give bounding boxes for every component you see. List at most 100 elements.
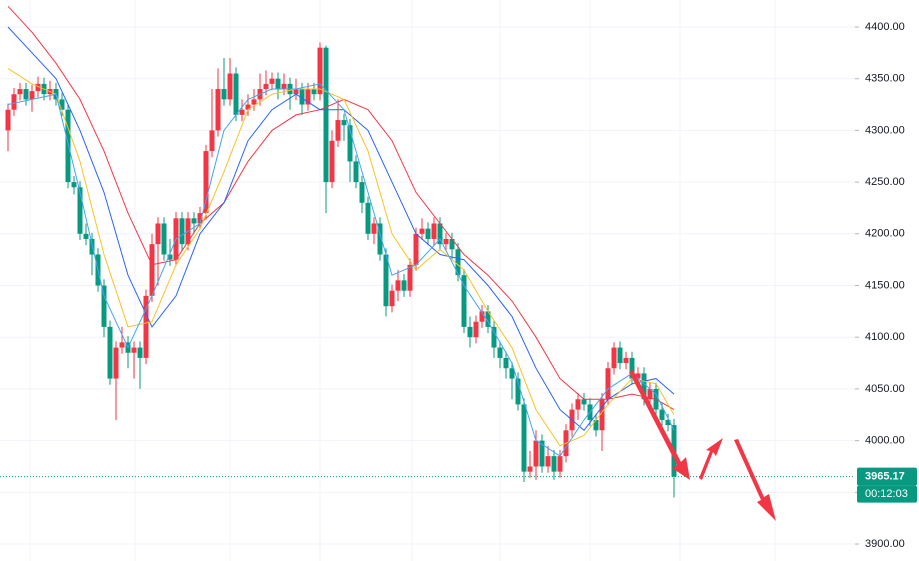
- candle-body: [353, 161, 359, 183]
- candle-body: [473, 321, 479, 338]
- y-axis: 3900.003950.004000.004050.004100.004150.…: [855, 21, 917, 550]
- candle-body: [275, 78, 281, 90]
- countdown-label: 00:12:03: [865, 488, 908, 500]
- candle-body: [305, 89, 311, 105]
- grid: [0, 0, 855, 561]
- candle-body: [269, 78, 275, 84]
- candle-body: [221, 89, 227, 100]
- candle-body: [401, 280, 407, 291]
- price-axis: [855, 0, 919, 561]
- candle-body: [335, 120, 341, 141]
- candle-body: [437, 223, 443, 245]
- candle-body: [11, 94, 17, 110]
- arrow-down: [629, 370, 690, 480]
- candle-body: [17, 89, 23, 95]
- candle-body: [143, 295, 149, 358]
- price-tag: [857, 467, 917, 486]
- candle-body: [239, 109, 245, 115]
- moving-average-line: [7, 83, 675, 457]
- candle-body: [131, 347, 137, 353]
- candle-body: [425, 228, 431, 239]
- countdown-tag: [857, 485, 917, 503]
- candle-body: [497, 347, 503, 358]
- candle-body: [311, 89, 317, 95]
- candle-body: [581, 399, 587, 405]
- candle-body: [611, 347, 617, 369]
- plot: [0, 5, 855, 498]
- candle-body: [527, 466, 533, 472]
- candle-body: [599, 399, 605, 431]
- candle-body: [575, 399, 581, 410]
- candle-body: [35, 83, 41, 92]
- price-tag-label: 3965.17: [865, 471, 905, 483]
- candle-body: [509, 368, 515, 379]
- y-tick-label: 4150.00: [865, 279, 905, 291]
- candle-body: [395, 280, 401, 291]
- candle-body: [347, 125, 353, 162]
- candle-body: [323, 47, 329, 183]
- candle-body: [635, 373, 641, 379]
- candle-body: [413, 233, 419, 265]
- candle-body: [155, 223, 161, 245]
- candle-body: [515, 378, 521, 405]
- arrow-down: [734, 439, 776, 521]
- moving-average-line: [7, 67, 675, 447]
- candle-body: [71, 182, 77, 188]
- y-tick-label: 3900.00: [865, 538, 905, 550]
- candle-body: [557, 456, 563, 472]
- candle-body: [329, 140, 335, 183]
- y-tick-label: 4400.00: [865, 21, 905, 33]
- candle-body: [389, 290, 395, 307]
- candle-body: [233, 73, 239, 115]
- candle-body: [245, 104, 251, 110]
- candle-body: [203, 151, 209, 214]
- candle-body: [383, 254, 389, 307]
- y-tick-label: 4100.00: [865, 331, 905, 343]
- candle-body: [299, 89, 305, 105]
- candle-body: [197, 213, 203, 224]
- candle-body: [77, 187, 83, 234]
- candle-body: [533, 440, 539, 467]
- candle-body: [467, 326, 473, 338]
- annotation-arrows: [629, 370, 776, 521]
- candle-body: [119, 342, 125, 348]
- candle-body: [179, 218, 185, 245]
- candle-body: [461, 275, 467, 327]
- candle-body: [89, 238, 95, 255]
- candle-body: [659, 409, 665, 420]
- candle-body: [215, 89, 221, 131]
- candle-body: [539, 440, 545, 467]
- candle-body: [431, 223, 437, 239]
- y-tick-label: 4350.00: [865, 73, 905, 85]
- y-tick-label: 4300.00: [865, 124, 905, 136]
- candle-body: [59, 99, 65, 110]
- candle-body: [281, 83, 287, 90]
- y-tick-label: 4250.00: [865, 176, 905, 188]
- candle-body: [293, 89, 299, 95]
- candle-body: [551, 456, 557, 472]
- candle-body: [23, 89, 29, 100]
- candle-body: [485, 311, 491, 327]
- candle-body: [455, 249, 461, 276]
- candle-body: [29, 91, 35, 100]
- y-tick-label: 4050.00: [865, 383, 905, 395]
- candle-body: [113, 347, 119, 379]
- candle-body: [443, 238, 449, 245]
- candle-body: [371, 223, 377, 234]
- candle-body: [227, 73, 233, 100]
- candle-body: [647, 388, 653, 400]
- candle-body: [419, 228, 425, 234]
- candle-body: [5, 109, 11, 131]
- candle-body: [161, 223, 167, 255]
- candle-body: [521, 404, 527, 472]
- candle-body: [83, 233, 89, 239]
- candle-body: [479, 311, 485, 322]
- candle-body: [251, 99, 257, 105]
- candle-body: [191, 218, 197, 224]
- candle-body: [641, 373, 647, 400]
- candle-body: [629, 357, 635, 379]
- candle-body: [617, 347, 623, 364]
- arrow-up: [699, 438, 723, 480]
- candle-body: [65, 109, 71, 183]
- y-tick-label: 4000.00: [865, 435, 905, 447]
